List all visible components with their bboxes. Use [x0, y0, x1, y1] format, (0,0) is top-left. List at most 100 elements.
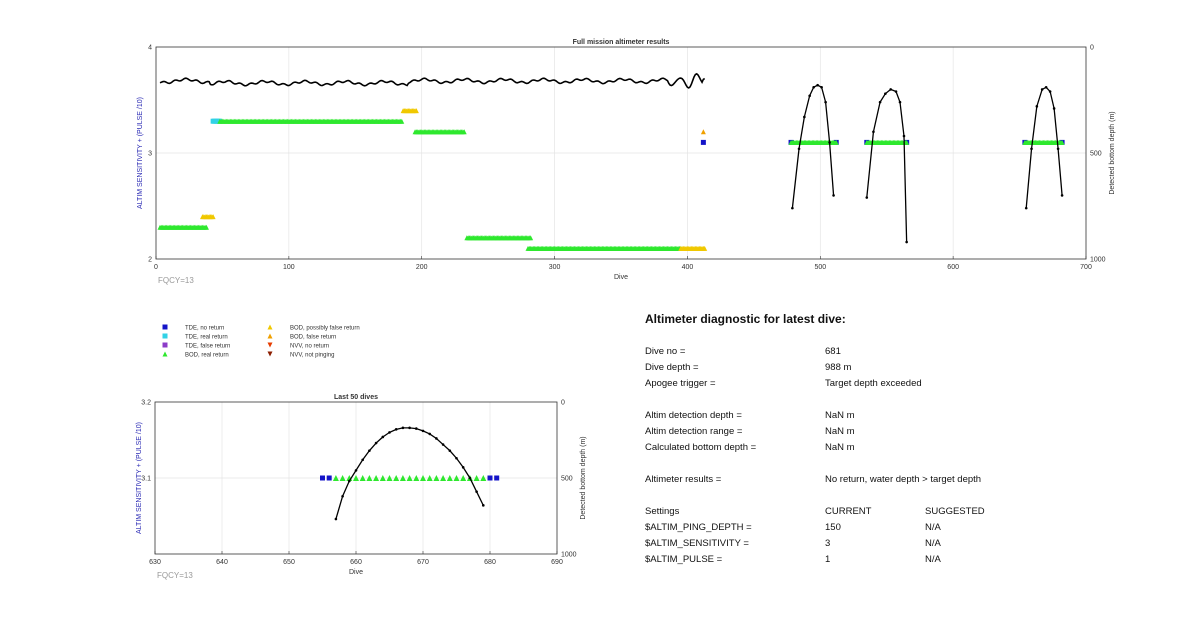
legend-marker [267, 342, 273, 348]
altim-depth-value: NaN m [825, 410, 855, 421]
chart-title: Full mission altimeter results [573, 39, 670, 46]
marker-bod-real-return [480, 475, 487, 481]
marker-bod-real-return [406, 475, 413, 481]
dive-no-row: Dive no = 681 [645, 344, 1185, 360]
marker-bod-real-return [446, 475, 453, 481]
dive-depth-label: Dive depth = [645, 362, 699, 373]
marker-bod-real-return [433, 475, 440, 481]
dive-no-label: Dive no = [645, 346, 686, 357]
bottom-depth-point [408, 426, 411, 430]
plot-frame [155, 46, 1087, 260]
x-tick-label: 500 [814, 264, 826, 271]
setting-current: 3 [825, 538, 831, 549]
x-tick-label: 200 [416, 264, 428, 271]
y-tick-label: 3.2 [141, 400, 151, 407]
bottom-depth-point [448, 449, 452, 452]
bottom-depth-point [435, 437, 438, 440]
legend-label: BOD, false return [290, 335, 336, 341]
bottom-depth-point [878, 100, 882, 104]
legend-label: NVV, not pinging [290, 353, 334, 359]
bottom-depth-point [368, 449, 371, 452]
bottom-depth-point [482, 504, 485, 507]
altim-range-row: Altim detection range = NaN m [645, 424, 1185, 440]
bottom-depth-point [475, 490, 478, 493]
marker-bod-real-return [332, 475, 339, 481]
last-50-chart: 630 640 650 660 670 680 690 3.1 3.2 0 500 1000 Last … [136, 394, 587, 580]
x-tick-label: 670 [417, 559, 429, 566]
x-tick-label: 630 [149, 559, 161, 566]
legend-marker [267, 324, 273, 330]
marker-tde-no-return [326, 475, 332, 481]
bottom-depth-point [381, 435, 385, 439]
y2-tick-label: 0 [561, 400, 565, 407]
bottom-depth-point [865, 196, 869, 199]
setting-current: 1 [825, 554, 831, 565]
bottom-depth-point [1024, 206, 1028, 210]
setting-name: $ALTIM_PING_DEPTH = [645, 522, 752, 533]
y2-axis-label: Detected bottom depth (m) [580, 436, 587, 519]
bottom-depth-point [334, 517, 338, 521]
settings-label: Settings [645, 506, 680, 517]
marker-bod-possibly-false-return [413, 108, 419, 114]
bottom-depth-point [361, 458, 365, 462]
bottom-depth-point [468, 476, 472, 480]
y2-axis-label: Detected bottom depth (m) [1109, 111, 1116, 194]
bottom-depth-point [816, 83, 819, 87]
y-axis-label: ALTIM SENSITIVITY + (PULSE /10) [136, 422, 143, 534]
bottom-depth-point [797, 147, 801, 151]
bottom-depth-point [898, 100, 902, 104]
marker-tde-no-return [700, 139, 706, 145]
bottom-depth-point [388, 431, 391, 434]
dive-no-value: 681 [825, 346, 841, 357]
setting-suggested: N/A [925, 538, 941, 549]
x-tick-label: 690 [551, 559, 563, 566]
bottom-depth-point [1052, 107, 1056, 110]
y2-tick-label: 1000 [561, 552, 577, 559]
marker-bod-possibly-false-return [210, 214, 216, 220]
bottom-depth-point [803, 115, 806, 119]
bottom-depth-point [824, 100, 827, 104]
marker-tde-no-return [320, 475, 325, 481]
marker-bod-real-return [426, 475, 433, 481]
legend-marker [267, 351, 273, 357]
marker-bod-real-return [1059, 139, 1065, 145]
bottom-depth-point [1048, 90, 1052, 93]
bottom-depth-point [828, 141, 831, 144]
legend-marker [162, 324, 168, 330]
marker-bod-real-return [461, 129, 467, 135]
altim-depth-label: Altim detection depth = [645, 410, 742, 421]
marker-bod-real-return [460, 475, 467, 481]
bottom-depth-arch [335, 427, 484, 520]
x-tick-label: 400 [682, 264, 694, 271]
marker-bod-real-return [386, 475, 393, 481]
calc-bottom-value: NaN m [825, 442, 855, 453]
marker-bod-real-return [373, 475, 380, 481]
marker-bod-real-return [393, 475, 400, 481]
results-label: Altimeter results = [645, 474, 722, 485]
x-tick-label: 640 [216, 559, 228, 566]
setting-name: $ALTIM_PULSE = [645, 554, 723, 565]
legend-marker [162, 342, 168, 348]
bottom-depth-point [889, 88, 892, 91]
x-axis-label: Dive [349, 569, 363, 576]
x-tick-label: 680 [484, 559, 496, 566]
y-axis-label: ALTIM SENSITIVITY + (PULSE /10) [137, 97, 144, 209]
y-tick-label: 3 [148, 151, 152, 158]
y2-tick-label: 0 [1090, 45, 1094, 52]
legend-label: BOD, real return [185, 353, 229, 359]
legend-label: BOD, possibly false return [290, 326, 360, 332]
marker-bod-false-return [700, 129, 706, 135]
altim-range-value: NaN m [825, 426, 855, 437]
marker-bod-real-return [353, 475, 359, 481]
bottom-depth-point [374, 441, 378, 445]
bottom-depth-point [1056, 147, 1060, 151]
marker-bod-real-return [904, 139, 910, 145]
y-tick-label: 2 [148, 257, 152, 264]
marker-bod-real-return [453, 475, 460, 481]
marker-bod-real-return [359, 475, 366, 481]
marker-bod-real-return [399, 475, 406, 481]
y2-tick-label: 500 [1090, 151, 1102, 158]
marker-bod-real-return [473, 475, 480, 481]
altim-range-label: Altim detection range = [645, 426, 743, 437]
